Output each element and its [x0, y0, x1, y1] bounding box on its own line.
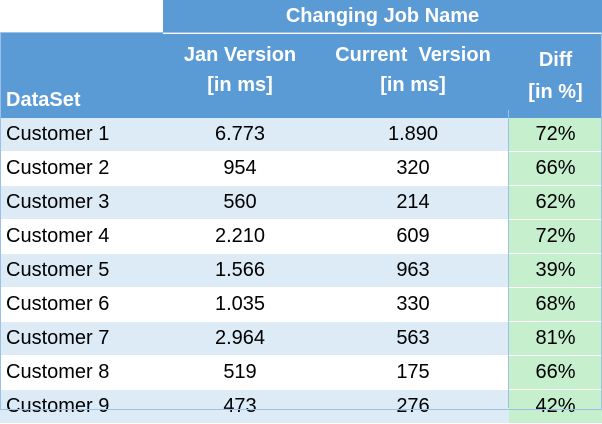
diff-cell: 62% — [509, 185, 602, 220]
current-version-cell: 563 — [317, 321, 509, 356]
diff-cell: 68% — [509, 287, 602, 322]
table-row: Customer 8 519 175 66% — [0, 355, 602, 390]
column-header-row: DataSet Jan Version [in ms] Current Vers… — [0, 33, 602, 118]
jan-version-cell: 954 — [163, 151, 317, 186]
diff-cell: 72% — [509, 219, 602, 254]
diff-cell: 66% — [509, 151, 602, 186]
column-header-diff-label: Diff — [538, 49, 573, 71]
table-row: Customer 6 1.035 330 68% — [0, 287, 602, 322]
column-header-diff-unit: [in %] — [528, 81, 583, 103]
dataset-cell: Customer 9 — [0, 389, 163, 424]
dataset-cell: Customer 6 — [0, 287, 163, 322]
table-row: Customer 9 473 276 42% — [0, 389, 602, 424]
diff-cell: 42% — [509, 389, 602, 424]
table-row: Customer 2 954 320 66% — [0, 151, 602, 186]
group-header-blank — [0, 0, 163, 33]
jan-version-cell: 519 — [163, 355, 317, 390]
current-version-cell: 276 — [317, 389, 509, 424]
column-header-current-version: Current Version [in ms] — [317, 33, 509, 118]
jan-version-cell: 6.773 — [163, 118, 317, 152]
column-header-jan-version-label: Jan Version — [183, 44, 297, 66]
current-version-cell: 320 — [317, 151, 509, 186]
column-header-jan-version-unit: [in ms] — [207, 74, 273, 96]
table-row: Customer 7 2.964 563 81% — [0, 321, 602, 356]
table-row: Customer 3 560 214 62% — [0, 185, 602, 220]
dataset-cell: Customer 2 — [0, 151, 163, 186]
table-row: Customer 1 6.773 1.890 72% — [0, 118, 602, 152]
current-version-cell: 175 — [317, 355, 509, 390]
current-version-cell: 1.890 — [317, 118, 509, 152]
jan-version-cell: 560 — [163, 185, 317, 220]
current-version-cell: 963 — [317, 253, 509, 288]
column-header-current-version-label: Current Version — [335, 44, 491, 66]
diff-column-divider — [508, 110, 509, 408]
diff-cell: 66% — [509, 355, 602, 390]
jan-version-cell: 1.566 — [163, 253, 317, 288]
dataset-cell: Customer 7 — [0, 321, 163, 356]
current-version-cell: 330 — [317, 287, 509, 322]
current-version-cell: 214 — [317, 185, 509, 220]
diff-cell: 72% — [509, 118, 602, 152]
group-header-title: Changing Job Name — [163, 0, 602, 34]
diff-cell: 81% — [509, 321, 602, 356]
dataset-cell: Customer 4 — [0, 219, 163, 254]
dataset-cell: Customer 1 — [0, 118, 163, 152]
dataset-cell: Customer 8 — [0, 355, 163, 390]
current-version-cell: 609 — [317, 219, 509, 254]
diff-cell: 39% — [509, 253, 602, 288]
column-header-dataset: DataSet — [0, 33, 163, 118]
table-row: Customer 5 1.566 963 39% — [0, 253, 602, 288]
jan-version-cell: 2.964 — [163, 321, 317, 356]
table-row: Customer 4 2.210 609 72% — [0, 219, 602, 254]
column-header-diff: Diff [in %] — [509, 33, 602, 118]
jan-version-cell: 473 — [163, 389, 317, 424]
group-header-row: Changing Job Name — [0, 0, 602, 34]
table-body: Customer 1 6.773 1.890 72% Customer 2 954 320 6… — [0, 118, 602, 424]
dataset-cell: Customer 5 — [0, 253, 163, 288]
jan-version-cell: 2.210 — [163, 219, 317, 254]
column-header-jan-version: Jan Version [in ms] — [163, 33, 317, 118]
dataset-cell: Customer 3 — [0, 185, 163, 220]
jan-version-cell: 1.035 — [163, 287, 317, 322]
column-header-current-version-unit: [in ms] — [380, 74, 446, 96]
